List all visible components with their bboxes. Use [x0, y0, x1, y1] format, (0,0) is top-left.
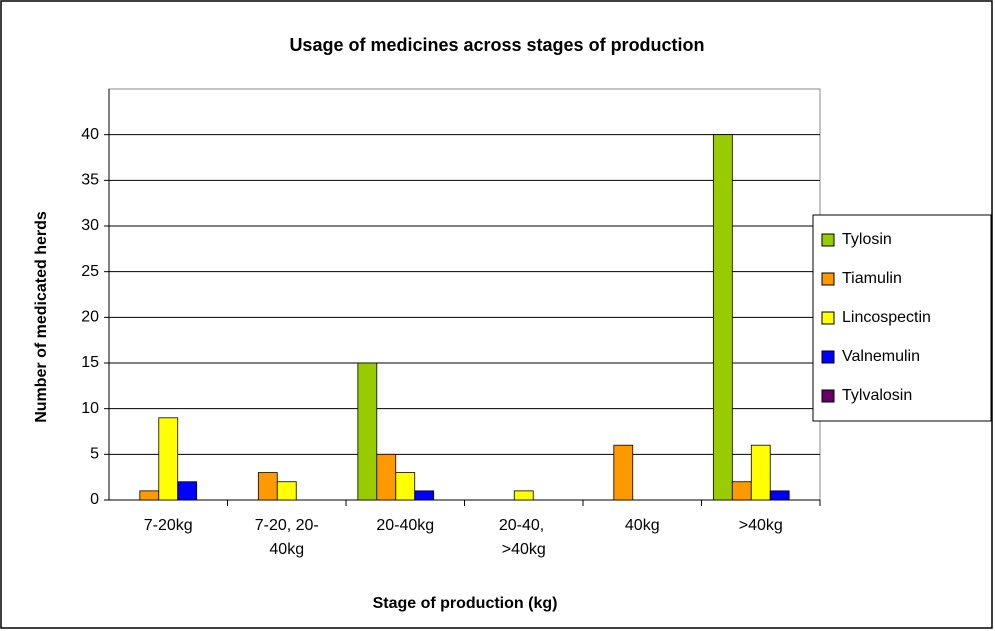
legend-swatch	[821, 389, 835, 403]
x-axis-label: Stage of production (kg)	[373, 595, 558, 612]
bar	[177, 481, 198, 501]
legend-label: Valnemulin	[842, 348, 920, 365]
y-tick-label: 25	[81, 263, 99, 280]
bar	[414, 490, 435, 501]
legend-swatch	[821, 272, 835, 286]
x-tick-label: >40kg	[739, 517, 783, 534]
bar	[257, 472, 278, 501]
y-tick-label: 40	[81, 126, 99, 143]
bar	[731, 481, 752, 501]
bar	[276, 481, 297, 501]
legend-swatch	[821, 311, 835, 325]
y-tick-label: 30	[81, 217, 99, 234]
y-axis-label: Number of medicated herds	[33, 211, 50, 423]
legend	[812, 214, 992, 422]
y-tick-label: 35	[81, 172, 99, 189]
bar	[712, 134, 733, 501]
legend-swatch	[821, 350, 835, 364]
bar	[513, 490, 534, 501]
y-tick-label: 10	[81, 400, 99, 417]
bar	[750, 444, 771, 501]
legend-label: Tiamulin	[842, 270, 902, 287]
x-tick-label: 20-40kg	[376, 517, 434, 534]
y-tick-label: 15	[81, 354, 99, 371]
legend-label: Tylosin	[842, 231, 892, 248]
x-tick-label: 40kg	[625, 517, 660, 534]
y-tick-label: 5	[90, 446, 99, 463]
bar	[613, 444, 634, 501]
bar	[769, 490, 790, 501]
y-tick-label: 0	[90, 491, 99, 508]
bar	[158, 417, 179, 501]
legend-label: Lincospectin	[842, 309, 931, 326]
bar	[139, 490, 160, 501]
legend-label: Tylvalosin	[842, 387, 912, 404]
bar	[357, 362, 378, 501]
chart-title: Usage of medicines across stages of prod…	[289, 35, 704, 55]
x-tick-label: 7-20, 20-40kg	[255, 517, 319, 558]
y-tick-label: 20	[81, 309, 99, 326]
plot-area	[108, 88, 821, 501]
bar	[376, 453, 397, 501]
legend-swatch	[821, 233, 835, 247]
bar	[395, 472, 416, 501]
x-tick-label: 20-40, >40kg	[499, 517, 549, 558]
x-tick-label: 7-20kg	[144, 517, 193, 534]
